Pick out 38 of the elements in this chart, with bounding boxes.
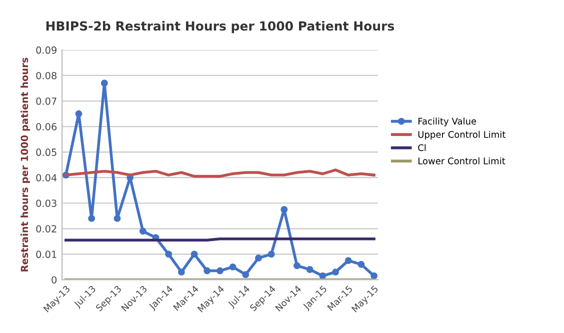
legend-label: Facility Value (418, 118, 476, 126)
point (255, 254, 262, 262)
point (75, 110, 82, 118)
point (88, 214, 96, 222)
point (100, 80, 108, 87)
point (294, 262, 300, 270)
point (242, 271, 250, 278)
point (229, 263, 236, 270)
point (216, 267, 224, 274)
y-axis-title: Restraint hours per 1000 patient hours (20, 58, 30, 272)
y-tick-label: 0.03 (36, 200, 56, 207)
point (344, 257, 352, 264)
point (358, 260, 365, 268)
y-tick-label: 0.01 (36, 250, 56, 258)
point (165, 250, 172, 258)
point (204, 267, 211, 274)
y-tick-label: 0.02 (36, 225, 56, 232)
y-tick-label: 0.07 (36, 97, 56, 105)
point (280, 206, 288, 213)
point (114, 214, 121, 222)
y-tick-label: 0.04 (36, 174, 57, 182)
legend-label: Lower Control Limit (418, 157, 506, 164)
point (190, 250, 198, 258)
point (178, 268, 185, 276)
y-tick-label: 0 (52, 276, 57, 284)
chart-title: HBIPS-2b Restraint Hours per 1000 Patient Hours (46, 21, 394, 34)
y-tick-label: 0.06 (36, 123, 57, 130)
point (139, 228, 146, 235)
y-tick-label: 0.09 (36, 46, 56, 54)
point (306, 266, 314, 273)
point (268, 250, 275, 258)
y-tick-label: 0.05 (36, 148, 56, 156)
point (370, 272, 378, 280)
legend-label: Upper Control Limit (418, 130, 506, 140)
legend-label: Cl (418, 144, 426, 152)
point (332, 268, 339, 276)
point (319, 272, 326, 280)
y-tick-label: 0.08 (36, 72, 57, 80)
